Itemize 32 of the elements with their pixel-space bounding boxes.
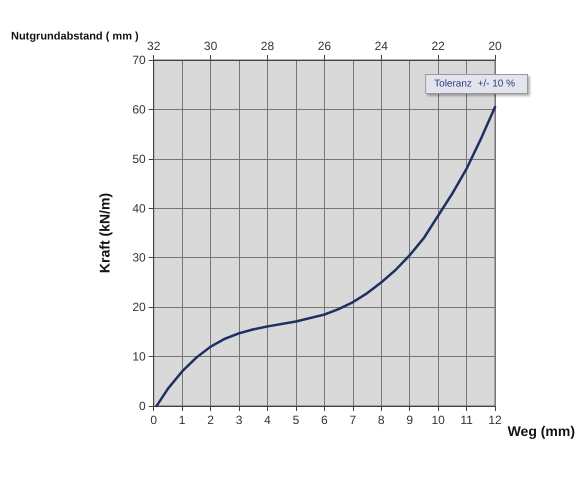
x-tick-label: 11 (460, 413, 474, 427)
y-tick-label: 70 (132, 53, 146, 67)
x-tick-label: 5 (292, 413, 300, 427)
y-tick-label: 0 (139, 399, 146, 413)
x2-axis-title: Nutgrundabstand ( mm ) (10, 30, 140, 42)
x2-tick-label: 30 (204, 39, 218, 53)
x-tick-label: 7 (349, 413, 356, 427)
annotation: Toleranz +/- 10 % (434, 78, 516, 90)
x-tick-label: 1 (178, 413, 186, 427)
x2-tick-label: 28 (260, 39, 274, 53)
x-tick-label: 0 (150, 413, 158, 427)
x-tick-label: 3 (236, 413, 243, 427)
y-tick-label: 20 (132, 300, 146, 314)
x2-tick-label: 26 (318, 39, 332, 53)
x2-tick-label: 22 (431, 39, 446, 53)
x-tick-label: 2 (207, 413, 214, 427)
x2-tick-label: 24 (374, 39, 388, 53)
x-tick-label: 10 (431, 413, 446, 427)
y-tick-label: 10 (132, 350, 146, 364)
y-tick-label: 60 (132, 102, 146, 116)
x2-tick-label: 32 (147, 39, 161, 53)
x-axis-title: Weg (mm) (508, 423, 575, 439)
x-tick-label: 8 (378, 413, 385, 427)
y-tick-label: 30 (132, 250, 146, 265)
y-tick-label: 40 (132, 201, 146, 216)
y-axis-title: Kraft (kN/m) (96, 192, 113, 274)
x-tick-label: 12 (488, 413, 502, 427)
x-tick-label: 6 (321, 413, 328, 427)
x2-tick-label: 20 (488, 39, 502, 53)
y-tick-label: 50 (132, 152, 146, 166)
x-tick-label: 9 (406, 413, 414, 427)
x-tick-label: 4 (264, 413, 272, 427)
